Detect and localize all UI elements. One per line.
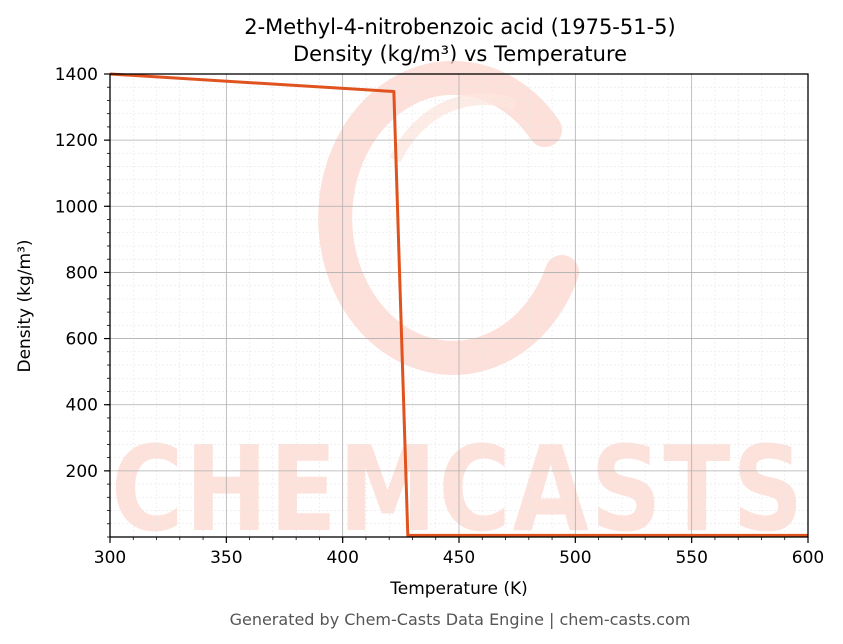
x-tick-label: 400 (326, 548, 358, 568)
x-tick-labels: 300 350 400 450 500 550 600 (94, 548, 824, 568)
axis-ticks (104, 73, 809, 543)
x-tick-label: 350 (210, 548, 242, 568)
x-tick-label: 450 (443, 548, 475, 568)
y-tick-label: 1000 (55, 197, 98, 217)
y-tick-labels: 200 400 600 800 1000 1200 1400 (55, 65, 98, 482)
x-tick-label: 500 (559, 548, 591, 568)
x-tick-label: 600 (792, 548, 824, 568)
y-tick-label: 800 (66, 263, 98, 283)
series-line-0 (109, 72, 808, 537)
y-tick-label: 1200 (55, 131, 98, 151)
y-tick-label: 200 (66, 462, 98, 482)
footer-credit: Generated by Chem-Casts Data Engine | ch… (230, 610, 691, 629)
y-axis-label: Density (kg/m³) (15, 239, 35, 372)
watermark-logo-ring (318, 60, 579, 375)
y-tick-label: 400 (66, 396, 98, 416)
series-layer (109, 72, 808, 537)
chart-title: 2-Methyl-4-nitrobenzoic acid (1975-51-5) (244, 15, 676, 39)
x-axis-label: Temperature (K) (389, 579, 528, 599)
x-tick-label: 300 (94, 548, 126, 568)
x-tick-label: 550 (675, 548, 707, 568)
y-tick-label: 600 (66, 330, 98, 350)
y-tick-label: 1400 (55, 65, 98, 85)
